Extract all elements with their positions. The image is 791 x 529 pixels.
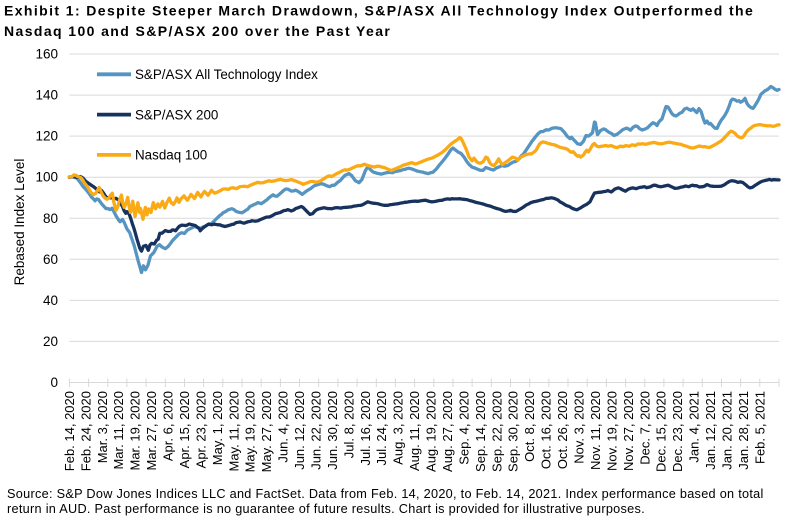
svg-text:120: 120: [35, 129, 58, 144]
svg-text:May. 11, 2020: May. 11, 2020: [226, 391, 241, 471]
svg-text:Dec. 15, 2020: Dec. 15, 2020: [654, 391, 669, 472]
svg-text:Oct. 26, 2020: Oct. 26, 2020: [555, 391, 570, 469]
svg-text:Rebased Index Level: Rebased Index Level: [12, 159, 27, 286]
svg-text:Dec. 7, 2020: Dec. 7, 2020: [637, 391, 652, 465]
svg-text:Sep. 14, 2020: Sep. 14, 2020: [473, 391, 488, 472]
svg-text:Aug. 11, 2020: Aug. 11, 2020: [407, 391, 422, 471]
svg-text:May. 19, 2020: May. 19, 2020: [243, 391, 258, 472]
svg-text:Feb. 5, 2021: Feb. 5, 2021: [752, 391, 767, 464]
svg-text:Jan. 20, 2021: Jan. 20, 2021: [719, 391, 734, 470]
svg-text:Nov. 11, 2020: Nov. 11, 2020: [588, 391, 603, 470]
svg-text:Sep. 30, 2020: Sep. 30, 2020: [506, 391, 521, 472]
svg-text:S&P/ASX 200: S&P/ASX 200: [135, 107, 218, 122]
svg-text:Jan. 28, 2021: Jan. 28, 2021: [736, 391, 751, 470]
svg-text:Mar. 11, 2020: Mar. 11, 2020: [111, 391, 126, 470]
svg-text:Aug. 3, 2020: Aug. 3, 2020: [391, 391, 406, 465]
svg-text:Jul. 16, 2020: Jul. 16, 2020: [358, 391, 373, 465]
svg-text:Sep. 22, 2020: Sep. 22, 2020: [489, 391, 504, 472]
svg-text:Source: S&P Dow Jones Indices: Source: S&P Dow Jones Indices LLC and Fa…: [7, 487, 764, 501]
svg-text:May. 27, 2020: May. 27, 2020: [259, 391, 274, 472]
svg-text:60: 60: [43, 252, 58, 267]
svg-text:Aug. 27, 2020: Aug. 27, 2020: [440, 391, 455, 472]
svg-text:S&P/ASX All Technology Index: S&P/ASX All Technology Index: [135, 67, 318, 82]
svg-text:Apr. 23, 2020: Apr. 23, 2020: [193, 391, 208, 468]
svg-text:100: 100: [35, 170, 58, 185]
svg-text:80: 80: [43, 211, 58, 226]
svg-text:140: 140: [35, 88, 58, 103]
svg-text:May. 1, 2020: May. 1, 2020: [210, 391, 225, 465]
svg-text:return in AUD. Past performanc: return in AUD. Past performance is no gu…: [7, 502, 645, 516]
svg-text:Sep. 4, 2020: Sep. 4, 2020: [456, 391, 471, 465]
svg-text:Jan. 12, 2021: Jan. 12, 2021: [703, 391, 718, 470]
svg-text:Nasdaq 100: Nasdaq 100: [135, 148, 207, 163]
svg-text:Oct. 16, 2020: Oct. 16, 2020: [539, 391, 554, 469]
svg-text:Jul. 24, 2020: Jul. 24, 2020: [374, 391, 389, 465]
svg-text:Oct. 8, 2020: Oct. 8, 2020: [522, 391, 537, 462]
svg-text:Jan. 4, 2021: Jan. 4, 2021: [687, 391, 702, 463]
svg-text:Apr. 6, 2020: Apr. 6, 2020: [161, 391, 176, 461]
svg-text:Dec. 23, 2020: Dec. 23, 2020: [670, 391, 685, 472]
svg-text:Jun. 12, 2020: Jun. 12, 2020: [292, 391, 307, 470]
svg-text:Nov. 27, 2020: Nov. 27, 2020: [621, 391, 636, 471]
svg-text:0: 0: [50, 375, 58, 390]
svg-text:Exhibit 1: Despite Steeper Mar: Exhibit 1: Despite Steeper March Drawdow…: [4, 3, 754, 19]
svg-text:20: 20: [43, 334, 58, 349]
svg-text:Feb. 24, 2020: Feb. 24, 2020: [78, 391, 93, 471]
svg-text:Apr. 15, 2020: Apr. 15, 2020: [177, 391, 192, 468]
svg-text:Jun. 30, 2020: Jun. 30, 2020: [325, 391, 340, 470]
svg-text:Nov. 3, 2020: Nov. 3, 2020: [572, 391, 587, 464]
svg-text:Feb. 14, 2020: Feb. 14, 2020: [62, 391, 77, 471]
svg-text:40: 40: [43, 293, 58, 308]
svg-text:Mar. 19, 2020: Mar. 19, 2020: [128, 391, 143, 471]
svg-text:Nasdaq 100 and S&P/ASX 200 ove: Nasdaq 100 and S&P/ASX 200 over the Past…: [4, 23, 391, 39]
svg-text:Mar. 3, 2020: Mar. 3, 2020: [95, 391, 110, 463]
svg-text:Jun. 22, 2020: Jun. 22, 2020: [309, 391, 324, 470]
svg-text:Nov. 19, 2020: Nov. 19, 2020: [604, 391, 619, 471]
svg-text:Mar. 27, 2020: Mar. 27, 2020: [144, 391, 159, 471]
svg-text:Aug. 19, 2020: Aug. 19, 2020: [424, 391, 439, 472]
svg-text:160: 160: [35, 47, 58, 62]
svg-text:Jul. 8, 2020: Jul. 8, 2020: [341, 391, 356, 458]
svg-text:Jun. 4, 2020: Jun. 4, 2020: [276, 391, 291, 463]
